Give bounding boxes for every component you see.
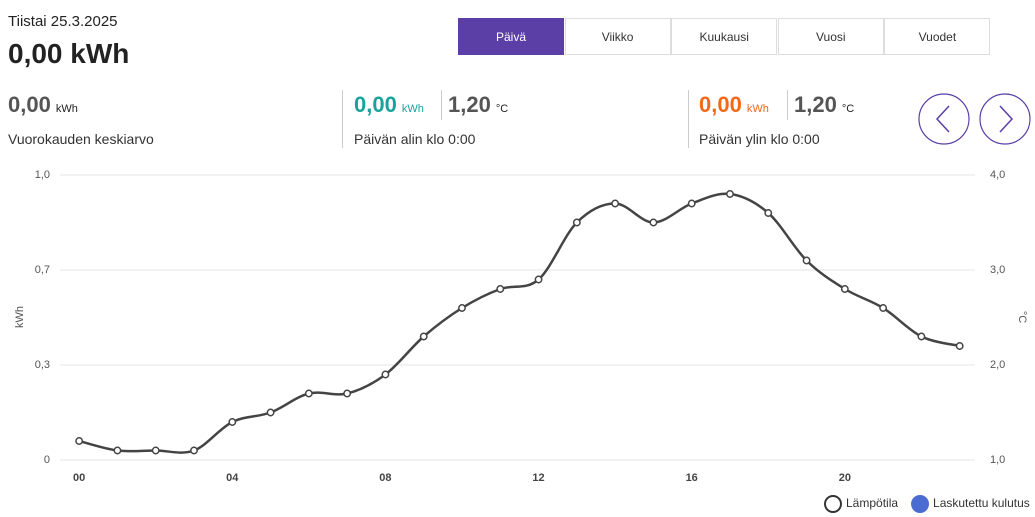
y2-tick-label: 4,0	[990, 169, 1005, 181]
point	[840, 285, 849, 293]
y-axis-label: kWh	[14, 306, 26, 328]
point	[496, 285, 505, 293]
x-tick-label: 00	[73, 472, 85, 484]
legend-marker	[824, 495, 842, 513]
divider	[688, 90, 689, 148]
divider	[342, 90, 343, 148]
tab[interactable]: Kuukausi	[671, 18, 778, 55]
point	[304, 389, 313, 398]
y2-tick-label: 2,0	[990, 359, 1005, 371]
min: 0,00 kWh	[354, 92, 424, 118]
y-tick-label: 0,3	[35, 359, 50, 371]
legend-marker	[911, 495, 930, 513]
max-temp-value: 1,20	[794, 92, 837, 117]
x-tick-label: 04	[226, 472, 239, 484]
avg-unit: kWh	[55, 103, 78, 115]
tab[interactable]: Vuosi	[777, 18, 884, 55]
x-tick-label: 20	[839, 472, 851, 484]
point	[879, 304, 888, 312]
tab[interactable]: Päivä	[458, 18, 564, 55]
tab[interactable]: Vuodet	[884, 18, 991, 55]
avg-label: Vuorokauden keskiarvo	[8, 131, 154, 147]
point	[611, 199, 620, 208]
point	[764, 209, 773, 217]
point	[649, 218, 658, 227]
point	[113, 446, 122, 455]
x-tick-label: 12	[532, 472, 544, 484]
point	[955, 342, 964, 350]
min-temp-unit: °C	[495, 103, 509, 115]
total: 0,00 kWh	[8, 38, 129, 70]
avg: 0,00 kWh	[8, 92, 78, 118]
point	[75, 437, 84, 445]
tab[interactable]: Viikko	[564, 18, 671, 55]
min-temp-value: 1,20	[448, 92, 491, 117]
point	[190, 446, 198, 455]
min-unit: kWh	[401, 103, 424, 115]
y-tick-label: 1,0	[35, 169, 50, 181]
y2-tick-label: 3,0	[990, 264, 1005, 276]
x-tick-label: 16	[686, 472, 698, 484]
legend-label: Lämpötila	[846, 496, 898, 510]
divider	[787, 90, 788, 120]
point	[228, 418, 237, 426]
prev-button[interactable]	[917, 92, 971, 146]
x-tick-label: 08	[379, 472, 391, 484]
y-tick-label: 0	[44, 454, 50, 466]
point	[534, 275, 543, 284]
max-value: 0,00	[699, 92, 742, 117]
max-unit: kWh	[746, 103, 769, 115]
max-temp: 1,20 °C	[794, 92, 854, 118]
temperature-line	[78, 192, 960, 454]
point	[458, 304, 466, 312]
y-tick-label: 0,7	[35, 264, 50, 276]
min-value: 0,00	[354, 92, 397, 117]
point	[917, 332, 926, 341]
date: Tiistai 25.3.2025	[8, 13, 118, 30]
next-button[interactable]	[978, 92, 1032, 146]
point	[266, 408, 275, 417]
point	[726, 190, 734, 198]
point	[419, 332, 428, 341]
max-temp-unit: °C	[841, 103, 855, 115]
point	[343, 389, 352, 398]
max: 0,00 kWh	[699, 92, 769, 118]
point	[687, 199, 696, 208]
point	[572, 218, 581, 227]
total-unit: kWh	[70, 38, 130, 69]
divider	[441, 90, 442, 120]
y2-axis-label: °C	[1016, 311, 1028, 323]
point	[802, 256, 811, 265]
legend-label: Laskutettu kulutus	[933, 496, 1030, 510]
min-label: Päivän alin klo 0:00	[354, 131, 476, 147]
avg-value: 0,00	[8, 92, 51, 117]
point	[151, 446, 160, 455]
y2-tick-label: 1,0	[990, 454, 1005, 466]
total-value: 0,00	[8, 38, 63, 69]
max-label: Päivän ylin klo 0:00	[699, 131, 820, 147]
min-temp: 1,20 °C	[448, 92, 508, 118]
point	[381, 370, 390, 379]
